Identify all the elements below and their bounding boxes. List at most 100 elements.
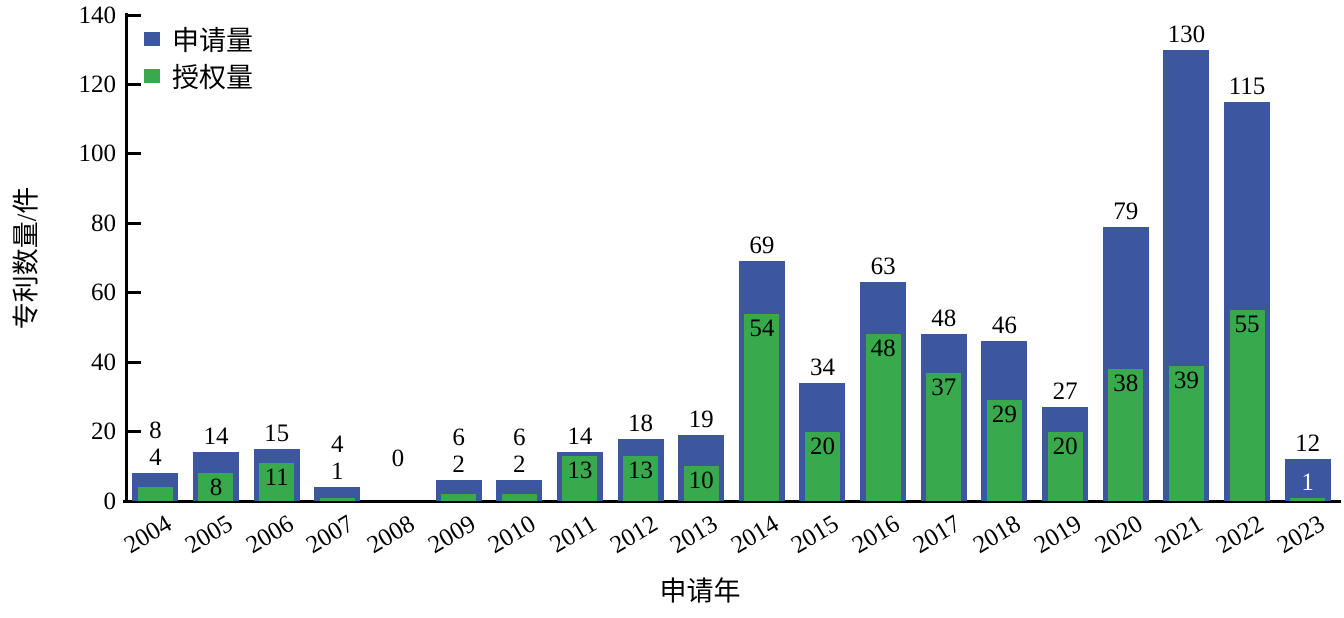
label-grant-2016: 48 [870,335,896,363]
label-apply-2006: 15 [264,419,290,447]
x-tick-label-2018: 2018 [969,510,1026,560]
label-apply-2021: 130 [1167,20,1206,48]
y-tick-140 [128,13,141,17]
bar-grant-2017 [926,372,962,501]
label-grant-2019: 20 [1052,432,1078,460]
label-grant-2015: 20 [809,432,835,460]
label-apply-2012: 18 [628,409,654,437]
y-tick-40 [128,360,141,364]
x-tick-label-2010: 2010 [483,510,541,560]
y-tick-label-140: 140 [78,1,117,29]
bar-grant-2012 [623,455,659,501]
bar-grant-2010 [501,494,537,501]
label-grant-2013: 10 [688,467,714,495]
label-apply-2023: 12 [1295,430,1321,458]
label-grant-2012: 13 [628,456,654,484]
x-tick-label-2006: 2006 [241,510,299,560]
label-apply-2020: 79 [1113,197,1139,225]
legend-swatch-grant-icon [144,68,160,83]
y-tick-20 [128,430,141,434]
label-apply-2007: 4 [331,431,344,459]
y-tick-0 [128,499,141,503]
label-grant-2010: 2 [512,451,526,479]
label-apply-2008: 0 [391,445,405,472]
bar-grant-2023 [1290,497,1326,501]
x-tick-label-2009: 2009 [423,510,480,560]
bar-grant-2005 [198,473,234,501]
y-tick-120 [128,82,141,86]
x-tick-label-2022: 2022 [1211,510,1269,560]
label-grant-2023: 1 [1301,468,1314,496]
label-apply-2011: 14 [567,423,593,451]
label-grant-2018: 29 [991,401,1017,429]
label-apply-2015: 34 [809,353,835,381]
x-tick-label-2008: 2008 [362,510,420,560]
bar-grant-2009 [441,494,477,501]
legend-label-apply: 申请量 [172,26,253,56]
x-tick-label-2007: 2007 [301,510,359,560]
label-grant-2014: 54 [749,314,775,342]
bar-grant-2016 [865,334,901,501]
label-apply-2009: 6 [452,424,465,452]
bar-grant-2014 [744,313,780,501]
x-tick-label-2021: 2021 [1151,510,1208,560]
legend-swatch-apply-icon [144,31,160,46]
x-tick-label-2023: 2023 [1272,510,1330,560]
x-tick-label-2011: 2011 [545,510,602,559]
label-apply-2022: 115 [1228,72,1266,100]
x-tick-label-2005: 2005 [180,510,238,560]
label-grant-2011: 13 [567,456,593,484]
label-grant-2004: 4 [149,444,162,472]
bar-grant-2013 [683,466,719,501]
label-grant-2009: 2 [452,451,465,479]
y-tick-label-0: 0 [103,487,117,515]
bar-grant-2006 [259,462,295,501]
bar-grant-2015 [804,431,840,501]
label-apply-2019: 27 [1052,378,1078,406]
y-tick-label-120: 120 [78,70,117,98]
label-grant-2007: 1 [331,458,344,486]
bar-grant-2018 [986,400,1022,501]
x-tick-label-2004: 2004 [119,510,177,560]
y-tick-label-80: 80 [91,209,116,237]
y-tick-label-40: 40 [91,348,116,376]
legend-label-grant: 授权量 [172,63,253,93]
x-axis-line [123,500,1341,503]
label-apply-2010: 6 [512,424,526,452]
label-apply-2018: 46 [991,312,1017,340]
y-axis-title: 专利数量/件 [11,186,42,330]
legend: 申请量 授权量 [144,20,253,94]
y-tick-label-100: 100 [78,140,117,168]
x-tick-label-2019: 2019 [1029,510,1087,560]
x-tick-label-2017: 2017 [908,510,966,560]
label-grant-2006: 11 [264,463,289,491]
label-grant-2017: 37 [931,373,957,401]
bar-grant-2021 [1168,365,1204,501]
bar-grant-2007 [319,497,355,501]
x-axis-title: 申请年 [659,576,741,607]
legend-item-grant: 授权量 [144,57,253,94]
y-tick-100 [128,152,141,156]
label-apply-2005: 14 [203,423,229,451]
label-grant-2022: 55 [1234,311,1260,339]
label-grant-2020: 38 [1113,370,1139,398]
bar-grant-2011 [562,455,598,501]
bar-apply-2023 [1284,459,1331,501]
x-tick-label-2014: 2014 [726,510,784,560]
bar-grant-2004 [137,487,173,501]
label-apply-2004: 8 [149,417,162,445]
y-tick-label-60: 60 [91,279,116,307]
label-apply-2014: 69 [749,232,775,260]
y-tick-60 [128,291,141,295]
label-apply-2016: 63 [870,253,896,281]
label-apply-2017: 48 [931,305,957,333]
bar-grant-2019 [1047,431,1083,501]
label-grant-2005: 8 [209,474,223,502]
y-tick-label-20: 20 [91,418,116,446]
bar-grant-2020 [1108,369,1144,501]
x-tick-label-2012: 2012 [605,510,662,560]
y-tick-80 [128,221,141,225]
x-tick-label-2020: 2020 [1090,510,1148,560]
y-axis-line [125,13,128,503]
